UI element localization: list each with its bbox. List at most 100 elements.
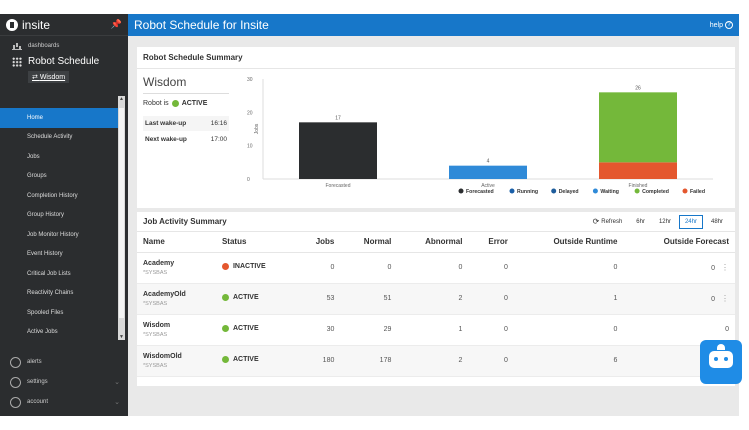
grid-icon [12, 56, 22, 67]
sidebar-item-completion-history[interactable]: Completion History [27, 192, 78, 199]
bar-total-label: 4 [487, 159, 490, 165]
y-axis-label: Jobs [254, 123, 260, 134]
job-name[interactable]: AcademyOld [143, 290, 186, 298]
job-library: *SYSBAS [143, 362, 168, 369]
table-row[interactable]: WisdomOld *SYSBAS ACTIVE 180 178 2 0 6 [137, 345, 735, 377]
sidebar-item-home[interactable]: Home [0, 108, 118, 128]
bar-finished-completed[interactable] [599, 92, 677, 163]
range-6hr[interactable]: 6hr [636, 218, 645, 225]
sidebar-item-event-history[interactable]: Event History [27, 251, 63, 258]
sidebar-item-alerts[interactable]: alerts [0, 352, 128, 372]
help-button[interactable]: help ? [710, 21, 733, 29]
bar-active-waiting[interactable] [449, 165, 527, 179]
bar-finished-failed[interactable] [599, 162, 677, 179]
pin-icon[interactable]: 📌 [110, 19, 122, 29]
sidebar-item-reactivity-chains[interactable]: Reactivity Chains [27, 290, 74, 297]
sidebar-nav: Home Schedule Activity Jobs Groups Completio… [0, 108, 118, 342]
error-cell: 0 [468, 283, 514, 315]
column-header[interactable]: Outside Forecast [623, 232, 735, 253]
column-header[interactable]: Abnormal [397, 232, 469, 253]
error-value: 0 [504, 357, 508, 364]
bar-total-label: 26 [635, 85, 641, 91]
sidebar-bottom-label: account [27, 399, 49, 405]
column-header[interactable]: Name [137, 232, 216, 253]
app-logo[interactable]: insite [6, 18, 111, 32]
legend-swatch [509, 188, 515, 194]
status-dot-icon [221, 356, 229, 363]
jobs-cell: 180 [296, 345, 341, 377]
job-name[interactable]: WisdomOld [143, 352, 182, 360]
sidebar-item-schedule-activity[interactable]: Schedule Activity [27, 134, 73, 141]
error-cell: 0 [468, 314, 514, 346]
sidebar-item-dashboards[interactable]: dashboards [0, 36, 128, 52]
legend-label[interactable]: Forecasted [466, 189, 494, 195]
legend-label[interactable]: Waiting [600, 189, 619, 195]
legend-label[interactable]: Failed [690, 189, 705, 195]
sidebar-item-critical-job-lists[interactable]: Critical Job Lists [27, 270, 71, 277]
column-header[interactable]: Outside Runtime [513, 232, 624, 253]
error-value: 0 [504, 264, 508, 271]
job-name-cell: Wisdom *SYSBAS [137, 314, 216, 346]
abnormal-value: 2 [458, 295, 463, 302]
sidebar-item-settings[interactable]: settings ⌄ [0, 372, 128, 392]
normal-value: 29 [383, 326, 392, 333]
legend-label[interactable]: Running [517, 189, 538, 195]
sidebar-item-robot-schedule[interactable]: Robot Schedule [0, 52, 128, 67]
legend-swatch [551, 188, 557, 194]
range-48hr[interactable]: 48hr [710, 218, 723, 225]
activity-header: Job Activity Summary ⟳ Refresh 6hr 12hr 24… [137, 212, 735, 232]
bot-eye [724, 357, 728, 361]
chatbot-button[interactable] [700, 340, 742, 384]
scroll-up-icon[interactable]: ▲ [119, 96, 124, 102]
status-dot-icon [221, 325, 229, 332]
more-options-icon[interactable]: ⋮ [721, 263, 729, 272]
outside-forecast-value: 0 [711, 296, 715, 303]
column-header[interactable]: Status [215, 232, 297, 253]
more-options-icon[interactable]: ⋮ [721, 294, 729, 303]
sidebar-item-account[interactable]: account ⌄ [0, 392, 128, 412]
normal-cell: 178 [340, 345, 398, 377]
status-label: ACTIVE [232, 356, 259, 363]
scrollbar-thumb[interactable] [119, 108, 124, 318]
bar-forecasted-forecasted[interactable] [299, 122, 377, 179]
sidebar-scrollbar[interactable]: ▲ ▼ [118, 96, 125, 340]
sidebar-header: insite 📌 [0, 14, 128, 36]
outside-runtime-cell: 0 [513, 314, 624, 346]
robot-state-value: ACTIVE [181, 100, 208, 107]
robot-switch-link[interactable]: ⇄ Wisdom [28, 71, 70, 83]
legend-label[interactable]: Completed [642, 189, 669, 195]
error-value: 0 [504, 326, 508, 333]
table-row[interactable]: Wisdom *SYSBAS ACTIVE 30 29 1 0 0 0 [137, 314, 735, 346]
abnormal-value: 0 [458, 264, 463, 271]
bell-icon [10, 356, 21, 368]
column-header[interactable]: Jobs [296, 232, 341, 253]
main-content: Robot Schedule Summary Wisdom Robot is A… [128, 36, 739, 416]
sidebar-item-active-jobs[interactable]: Active Jobs [27, 329, 58, 336]
sidebar-item-spooled-files[interactable]: Spooled Files [27, 309, 64, 316]
job-name[interactable]: Wisdom [143, 321, 171, 329]
scroll-down-icon[interactable]: ▼ [119, 334, 124, 340]
sidebar-item-jobs[interactable]: Jobs [27, 153, 40, 160]
sidebar-item-group-history[interactable]: Group History [27, 212, 65, 219]
legend-label[interactable]: Delayed [559, 189, 579, 195]
error-cell: 0 [468, 252, 514, 284]
sidebar-bottom-label: alerts [27, 359, 42, 365]
abnormal-value: 2 [458, 357, 463, 364]
status-cell: ACTIVE [215, 345, 297, 377]
job-name-cell: WisdomOld *SYSBAS [137, 345, 216, 377]
job-name[interactable]: Academy [143, 259, 175, 267]
sidebar-item-groups[interactable]: Groups [27, 173, 47, 180]
normal-value: 51 [383, 295, 392, 302]
column-header[interactable]: Error [468, 232, 514, 253]
table-body: Academy *SYSBAS INACTIVE 0 0 0 0 0 0 ⋮ AcademyOld *… [137, 252, 735, 377]
column-header[interactable]: Normal [340, 232, 398, 253]
sidebar-item-job-monitor-history[interactable]: Job Monitor History [27, 231, 79, 238]
range-24hr[interactable]: 24hr [678, 214, 703, 229]
normal-value: 0 [387, 264, 392, 271]
range-12hr[interactable]: 12hr [658, 218, 671, 225]
table-row[interactable]: AcademyOld *SYSBAS ACTIVE 53 51 2 0 1 0 ⋮ [137, 283, 735, 315]
outside-runtime-cell: 6 [513, 345, 624, 377]
robot-schedule-label: Robot Schedule [28, 56, 100, 67]
refresh-button[interactable]: ⟳ Refresh [593, 217, 623, 226]
table-row[interactable]: Academy *SYSBAS INACTIVE 0 0 0 0 0 0 ⋮ [137, 252, 735, 284]
